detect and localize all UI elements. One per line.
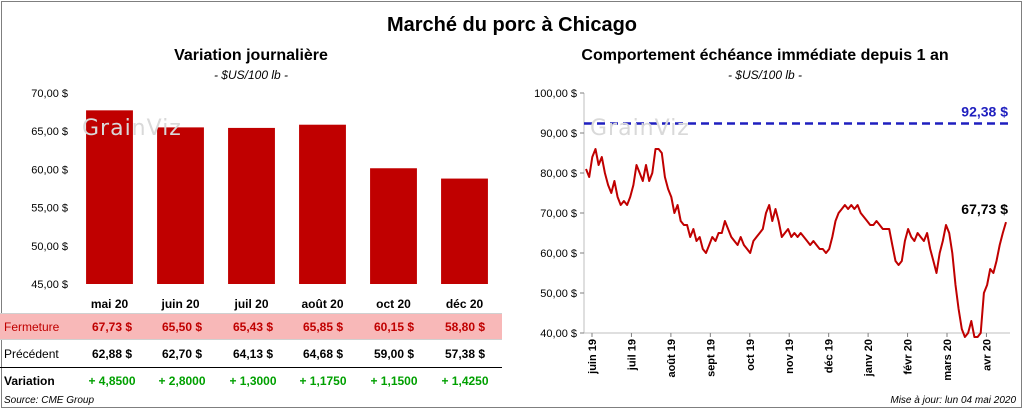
x-tick-label: janv 20 bbox=[863, 339, 875, 377]
main-title: Marché du porc à Chicago bbox=[386, 14, 638, 36]
previous-cell: 57,38 $ bbox=[444, 346, 486, 361]
right-panel-subtitle: - $US/100 lb - bbox=[727, 68, 803, 82]
close-cell: 58,80 $ bbox=[444, 319, 486, 334]
variation-row: Variation + 4,8500 + 2,8000 + 1,3000 + 1… bbox=[0, 367, 502, 394]
close-cell: 65,43 $ bbox=[232, 319, 274, 334]
close-cell: 65,50 $ bbox=[161, 319, 203, 334]
y-tick-label: 70,00 $ bbox=[540, 208, 577, 220]
right-panel-title: Comportement échéance immédiate depuis 1… bbox=[581, 47, 949, 64]
x-tick-label: juin 20 bbox=[160, 297, 199, 311]
left-panel-title: Variation journalière bbox=[174, 47, 328, 64]
left-panel-subtitle: - $US/100 lb - bbox=[213, 68, 289, 82]
x-tick-label: déc 20 bbox=[446, 297, 484, 311]
x-tick-label: nov 19 bbox=[784, 339, 796, 374]
x-tick-label: déc 19 bbox=[824, 339, 836, 373]
variation-cell: + 1,1500 bbox=[370, 374, 418, 388]
bar bbox=[370, 168, 417, 284]
variation-cell: + 1,4250 bbox=[441, 374, 489, 388]
bar bbox=[441, 178, 488, 284]
x-tick-label: août 20 bbox=[301, 297, 343, 311]
y-tick-label: 45,00 $ bbox=[31, 279, 68, 291]
previous-cell: 62,88 $ bbox=[91, 346, 133, 361]
y-tick-label: 40,00 $ bbox=[540, 328, 577, 340]
bar bbox=[86, 110, 133, 284]
x-tick-label: mai 20 bbox=[91, 297, 129, 311]
x-tick-label: oct 19 bbox=[745, 339, 757, 371]
bar bbox=[299, 124, 346, 285]
reference-label: 92,38 $ bbox=[961, 103, 1008, 119]
variation-cell: + 4,8500 bbox=[88, 374, 136, 388]
variation-cell: + 2,8000 bbox=[158, 374, 206, 388]
source-note: Source: CME Group bbox=[4, 395, 95, 406]
close-cell: 67,73 $ bbox=[91, 319, 133, 334]
y-tick-label: 70,00 $ bbox=[31, 88, 68, 100]
bar bbox=[228, 127, 275, 285]
x-tick-label: févr 20 bbox=[903, 339, 915, 374]
last-value-label: 67,73 $ bbox=[961, 201, 1008, 217]
y-tick-label: 60,00 $ bbox=[540, 248, 577, 260]
previous-row: Précédent 62,88 $ 62,70 $ 64,13 $ 64,68 … bbox=[0, 340, 502, 367]
variation-label: Variation bbox=[4, 374, 55, 388]
watermark-right: GrainViz bbox=[590, 116, 690, 141]
x-tick-label: oct 20 bbox=[376, 297, 411, 311]
y-tick-label: 100,00 $ bbox=[534, 88, 577, 100]
x-tick-label: sept 19 bbox=[705, 339, 717, 377]
y-tick-label: 65,00 $ bbox=[31, 126, 68, 138]
previous-cell: 62,70 $ bbox=[161, 346, 203, 361]
x-tick-label: avr 20 bbox=[981, 339, 993, 371]
previous-label: Précédent bbox=[4, 346, 59, 361]
x-tick-label: juin 19 bbox=[587, 339, 599, 375]
variation-cell: + 1,3000 bbox=[229, 374, 277, 388]
previous-cell: 64,13 $ bbox=[232, 346, 274, 361]
bar bbox=[157, 127, 204, 284]
price-series-line bbox=[585, 148, 1007, 338]
close-label: Fermeture bbox=[4, 319, 60, 334]
previous-cell: 59,00 $ bbox=[373, 346, 415, 361]
y-tick-label: 50,00 $ bbox=[540, 288, 577, 300]
x-tick-label: juil 20 bbox=[233, 297, 268, 311]
x-tick-label: mars 20 bbox=[942, 339, 954, 381]
y-tick-label: 90,00 $ bbox=[540, 128, 577, 140]
variation-cell: + 1,1750 bbox=[299, 374, 347, 388]
y-tick-label: 50,00 $ bbox=[31, 241, 68, 253]
previous-cell: 64,68 $ bbox=[302, 346, 344, 361]
x-tick-label: août 19 bbox=[666, 339, 678, 378]
update-note: Mise à jour: lun 04 mai 2020 bbox=[890, 395, 1016, 406]
y-tick-label: 55,00 $ bbox=[31, 203, 68, 215]
y-tick-label: 80,00 $ bbox=[540, 168, 577, 180]
watermark-left: GrainViz bbox=[82, 116, 182, 141]
y-tick-label: 60,00 $ bbox=[31, 164, 68, 176]
close-cell: 65,85 $ bbox=[302, 319, 344, 334]
x-tick-label: juil 19 bbox=[626, 339, 638, 371]
close-cell: 60,15 $ bbox=[373, 319, 415, 334]
close-row: Fermeture 67,73 $ 65,50 $ 65,43 $ 65,85 … bbox=[0, 313, 502, 340]
